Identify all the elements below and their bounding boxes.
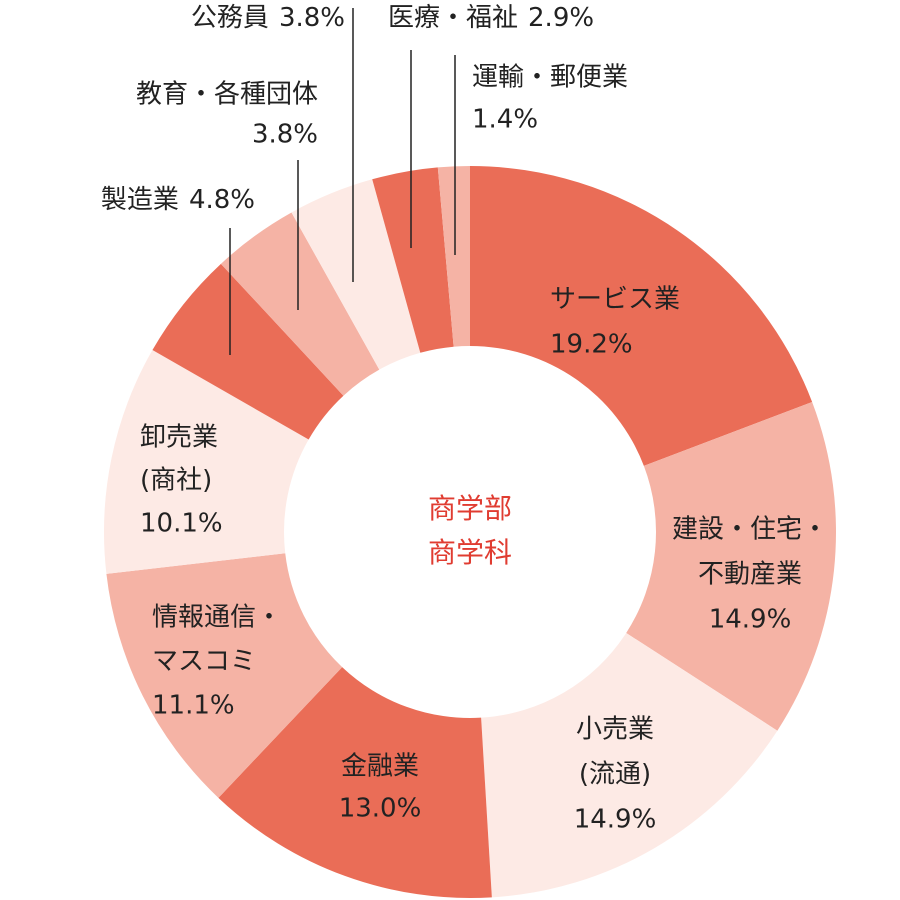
category-label: 公務員 [191, 3, 269, 33]
category-label: 金融業 [341, 752, 419, 782]
value-label: 1.4% [472, 105, 538, 135]
value-label: 14.9% [574, 805, 657, 835]
value-label: 10.1% [140, 509, 223, 539]
category-label: 教育・各種団体 [136, 80, 318, 110]
value-label: 2.9% [528, 3, 594, 33]
category-label: 情報通信・ [152, 603, 282, 633]
donut-segment [218, 667, 492, 898]
category-label: 医療・福祉 [388, 3, 518, 33]
value-label: 13.0% [339, 794, 422, 824]
category-label: 不動産業 [698, 560, 802, 590]
segment-label: 医療・福祉 2.9% [388, 3, 594, 33]
category-label: 運輸・郵便業 [472, 63, 628, 93]
donut-segment [106, 553, 343, 798]
donut-segment [372, 167, 454, 353]
value-label: 14.9% [709, 605, 792, 635]
center-label: 商学科 [428, 536, 512, 569]
category-label: マスコミ [152, 647, 256, 677]
value-label: 19.2% [550, 330, 633, 360]
value-label: 3.8% [252, 120, 318, 150]
category-label: 建設・住宅・ [672, 515, 828, 545]
category-label: 小売業 [576, 715, 654, 745]
category-label: (商社) [140, 466, 212, 496]
category-label: サービス業 [550, 285, 680, 315]
value-label: 3.8% [279, 3, 345, 33]
donut-segment [437, 166, 470, 347]
center-label: 商学部 [428, 492, 512, 525]
category-label: (流通) [579, 760, 651, 790]
donut-segment [291, 179, 421, 370]
donut-segment [103, 349, 309, 574]
donut-segment [470, 166, 813, 466]
donut-segment [626, 401, 836, 731]
value-label: 4.8% [189, 185, 255, 215]
category-label: 製造業 [101, 185, 179, 215]
donut-segment [152, 263, 344, 440]
donut-segment [220, 212, 380, 396]
value-label: 11.1% [152, 691, 235, 721]
donut-segment [481, 632, 778, 898]
segment-label: 製造業 4.8% [101, 185, 255, 215]
segment-label: 公務員 3.8% [191, 3, 345, 33]
category-label: 卸売業 [140, 423, 218, 453]
